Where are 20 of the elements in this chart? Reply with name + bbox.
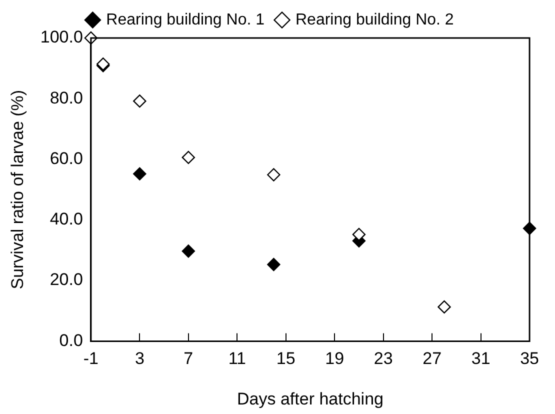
x-tick-label: 3 xyxy=(134,349,144,368)
x-tick-label: 31 xyxy=(471,349,490,368)
y-axis-title: Survival ratio of larvae (%) xyxy=(8,90,27,290)
x-tick-label: 23 xyxy=(374,349,393,368)
x-tick-label: 7 xyxy=(184,349,194,368)
y-tick-label: 100.0 xyxy=(40,28,83,47)
y-tick-label: 60.0 xyxy=(50,148,83,168)
y-tick-label: 80.0 xyxy=(50,88,83,108)
x-axis-title: Days after hatching xyxy=(237,389,384,408)
x-tick-label: 27 xyxy=(422,349,442,368)
legend-label: Rearing building No. 2 xyxy=(296,11,454,28)
y-tick-label: 20.0 xyxy=(50,270,83,290)
y-tick-label: 0.0 xyxy=(59,330,83,350)
y-tick-label: 40.0 xyxy=(50,210,83,229)
x-tick-label: 19 xyxy=(325,349,344,368)
x-tick-label: -1 xyxy=(83,349,99,368)
x-tick-label: 15 xyxy=(276,349,296,368)
x-tick-label: 35 xyxy=(520,349,540,368)
x-tick-label: 11 xyxy=(228,349,246,368)
legend-label: Rearing building No. 1 xyxy=(106,11,265,28)
